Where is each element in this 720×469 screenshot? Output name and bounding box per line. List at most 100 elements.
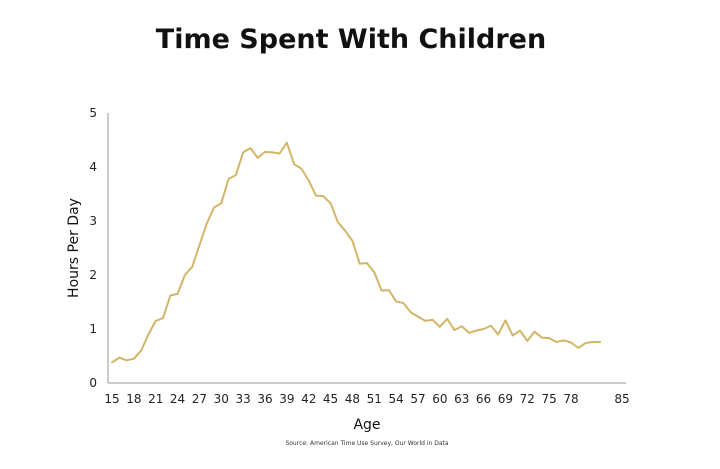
data-point — [169, 294, 172, 297]
y-axis-title: Hours Per Day — [66, 198, 82, 298]
data-point — [329, 202, 332, 204]
x-tick-label: 78 — [563, 392, 578, 406]
data-point — [300, 167, 303, 170]
data-point — [286, 141, 288, 144]
data-point — [256, 157, 259, 159]
x-tick-label: 21 — [148, 392, 163, 406]
data-point — [154, 320, 157, 322]
data-point — [395, 300, 397, 303]
data-point — [402, 302, 405, 304]
data-point — [140, 349, 142, 352]
y-tick-label: 1 — [89, 322, 97, 336]
data-point — [322, 195, 325, 197]
data-point — [373, 271, 376, 274]
y-tick-labels: 0 1 2 3 4 5 — [89, 106, 97, 390]
x-tick-label: 33 — [236, 392, 251, 406]
data-point — [220, 202, 223, 204]
data-point — [205, 222, 208, 225]
data-point — [562, 339, 565, 342]
data-point — [249, 147, 252, 149]
data-point — [315, 194, 317, 197]
data-point — [111, 361, 113, 364]
data-point — [388, 289, 390, 291]
data-point — [125, 359, 128, 362]
data-point — [366, 262, 368, 264]
y-tick-label: 0 — [89, 376, 97, 390]
data-point — [351, 240, 354, 242]
data-point — [162, 317, 164, 320]
data-point — [446, 317, 448, 320]
data-point — [555, 341, 558, 343]
data-point — [118, 356, 121, 359]
x-tick-label: 63 — [454, 392, 469, 406]
chart-title: Time Spent With Children — [156, 24, 546, 55]
y-tick-label: 4 — [89, 160, 97, 174]
x-tick-label: 69 — [498, 392, 513, 406]
data-point — [337, 221, 339, 223]
data-point — [460, 325, 463, 328]
data-point — [548, 337, 550, 339]
data-point — [519, 329, 521, 332]
data-point — [344, 229, 346, 232]
data-point — [191, 266, 193, 268]
x-tick-label: 36 — [257, 392, 272, 406]
y-tick-label: 3 — [89, 214, 97, 228]
series-line — [111, 141, 602, 364]
data-point — [380, 289, 383, 292]
data-point — [278, 152, 281, 155]
x-axis-title: Age — [353, 417, 380, 433]
data-point — [271, 151, 274, 154]
y-tick-label: 2 — [89, 268, 97, 282]
x-tick-label: 42 — [301, 392, 316, 406]
data-point — [468, 331, 470, 334]
data-point — [431, 319, 434, 321]
x-tick-label: 48 — [345, 392, 360, 406]
data-point — [417, 315, 419, 318]
data-point — [592, 341, 594, 343]
x-tick-label: 51 — [367, 392, 382, 406]
x-tick-label: 39 — [279, 392, 294, 406]
data-point — [293, 163, 295, 166]
x-tick-label: 24 — [170, 392, 185, 406]
data-point — [541, 336, 543, 339]
data-point — [409, 311, 412, 314]
data-point — [475, 329, 478, 332]
data-point — [533, 330, 536, 333]
data-point — [453, 329, 456, 331]
data-point — [147, 333, 150, 336]
data-point — [176, 293, 179, 295]
source-note: Source: American Time Use Survey, Our Wo… — [285, 440, 448, 447]
data-point — [497, 333, 499, 336]
data-point — [133, 357, 135, 360]
x-tick-label: 60 — [432, 392, 447, 406]
data-point — [424, 320, 427, 322]
x-tick-label: 72 — [520, 392, 535, 406]
data-point — [307, 179, 310, 182]
x-tick-label: 85 — [614, 392, 629, 406]
data-point — [599, 341, 601, 343]
x-tick-label: 45 — [323, 392, 338, 406]
data-point — [504, 319, 507, 322]
data-point — [526, 340, 529, 342]
x-tick-label: 27 — [192, 392, 207, 406]
data-point — [264, 151, 266, 153]
data-point — [184, 274, 186, 276]
data-point — [511, 334, 514, 337]
x-tick-label: 15 — [104, 392, 119, 406]
x-tick-label: 54 — [389, 392, 404, 406]
data-point — [227, 178, 230, 180]
y-tick-label: 5 — [89, 106, 97, 120]
data-point — [577, 347, 580, 349]
x-tick-label: 18 — [126, 392, 141, 406]
data-point — [584, 342, 587, 344]
data-points — [111, 141, 601, 364]
data-point — [570, 341, 572, 344]
data-point — [235, 174, 237, 176]
data-point — [439, 326, 441, 328]
x-tick-label: 30 — [214, 392, 229, 406]
data-point — [490, 324, 492, 327]
x-tick-label: 75 — [542, 392, 557, 406]
x-tick-label: 66 — [476, 392, 491, 406]
data-point — [358, 262, 361, 265]
